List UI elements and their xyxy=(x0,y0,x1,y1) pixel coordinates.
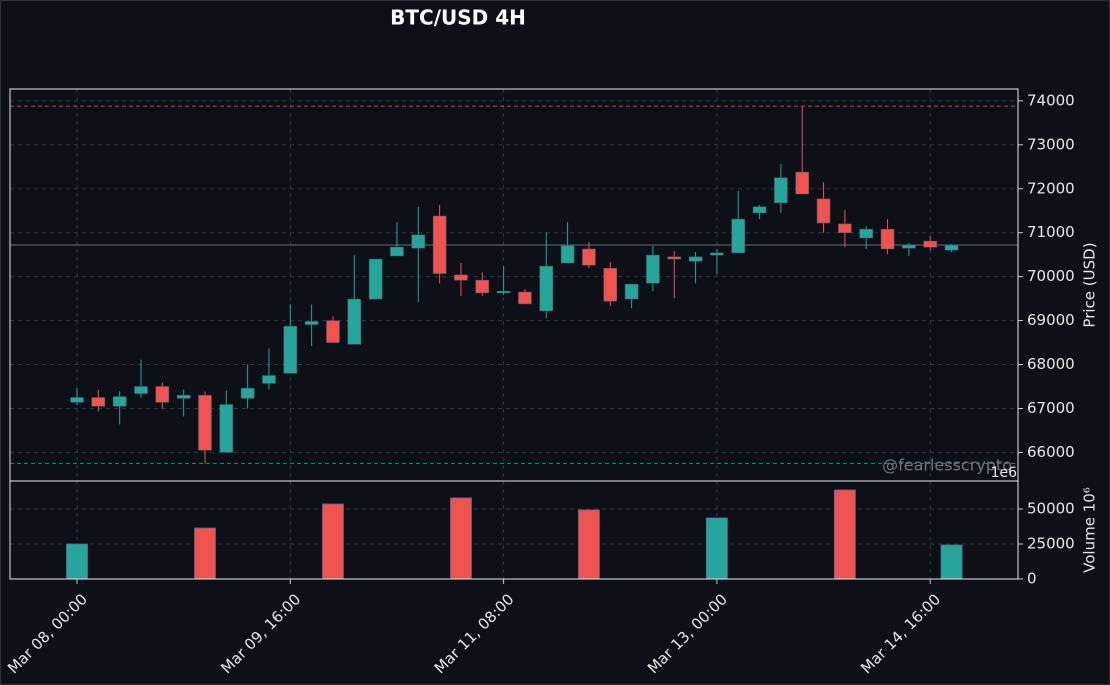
candle-body xyxy=(283,326,298,374)
volume-bar xyxy=(66,543,88,580)
y-tick-label: 66000 xyxy=(1027,443,1075,461)
candle-body xyxy=(624,283,639,300)
candle-body xyxy=(262,375,276,384)
volume-bar xyxy=(450,497,472,580)
volume-bar xyxy=(194,527,216,580)
candle-body xyxy=(134,386,148,394)
watermark: @fearlesscrypto xyxy=(882,456,1012,475)
y-tick-label: 71000 xyxy=(1027,223,1075,241)
y-tick-label: 70000 xyxy=(1027,267,1075,285)
price-panel-frame xyxy=(9,88,1019,482)
candle-body xyxy=(155,386,170,403)
y-tick-label: 68000 xyxy=(1027,355,1075,373)
volume-panel-frame xyxy=(9,480,1019,580)
candle-body xyxy=(518,291,532,305)
candle-body xyxy=(688,256,703,262)
volume-bar xyxy=(706,517,728,580)
candle-body xyxy=(880,228,895,250)
candle-body xyxy=(368,258,383,300)
x-tick-label: Mar 11, 08:00 xyxy=(431,590,518,677)
offset-label: 1e6 xyxy=(991,465,1018,481)
x-tick-label: Mar 14, 16:00 xyxy=(857,590,944,677)
candle-body xyxy=(304,321,319,325)
y-tick-label: 74000 xyxy=(1027,91,1075,109)
y-tick-label: 67000 xyxy=(1027,399,1075,417)
candle-body xyxy=(582,248,596,266)
volume-bar xyxy=(940,544,963,580)
candle-body xyxy=(219,404,234,453)
x-tick-label: Mar 13, 00:00 xyxy=(644,590,731,677)
candle-body xyxy=(774,177,788,204)
y-tick-label: 72000 xyxy=(1027,179,1075,197)
candle-body xyxy=(91,397,106,407)
candle-body xyxy=(454,274,468,281)
candle-body xyxy=(390,246,404,257)
y2-tick-label: 50000 xyxy=(1027,500,1075,518)
candle-body xyxy=(710,252,724,256)
candle-body xyxy=(411,234,426,249)
candle-body xyxy=(752,206,767,214)
y-tick-label: 73000 xyxy=(1027,135,1075,153)
x-tick-label: Mar 08, 00:00 xyxy=(4,590,91,677)
y-tick-label: 69000 xyxy=(1027,311,1075,329)
candle-body xyxy=(646,254,660,284)
x-tick-label: Mar 09, 16:00 xyxy=(217,590,304,677)
y2-axis-label: Volume 10⁶ xyxy=(1081,487,1099,573)
y-axis-label: Price (USD) xyxy=(1081,242,1099,327)
candle-body xyxy=(539,265,554,312)
candle-body xyxy=(603,268,617,302)
candle-body xyxy=(902,244,916,249)
y2-tick-label: 25000 xyxy=(1027,535,1075,553)
candle-body xyxy=(859,228,873,239)
candle-body xyxy=(112,396,127,407)
candle-body xyxy=(475,279,490,294)
candle-body xyxy=(432,215,447,274)
volume-bar xyxy=(833,489,856,580)
candle-body xyxy=(816,198,831,224)
chart-title: BTC/USD 4H xyxy=(390,6,526,30)
candle-body xyxy=(496,290,511,294)
candle-body xyxy=(176,395,191,399)
candle-body xyxy=(240,388,255,399)
candle-body xyxy=(560,245,575,264)
candle-body xyxy=(70,397,84,403)
candle-body xyxy=(838,223,852,233)
candle-body xyxy=(923,240,937,248)
candle-body xyxy=(198,395,212,451)
y2-tick-label: 0 xyxy=(1027,570,1037,588)
candle-body xyxy=(944,244,959,251)
volume-bar xyxy=(322,503,344,580)
volume-bar xyxy=(578,509,600,580)
candle-body xyxy=(326,320,340,343)
candle-body xyxy=(667,256,681,260)
candle-body xyxy=(731,218,745,254)
candle-body xyxy=(795,171,809,195)
candle-body xyxy=(347,298,362,345)
